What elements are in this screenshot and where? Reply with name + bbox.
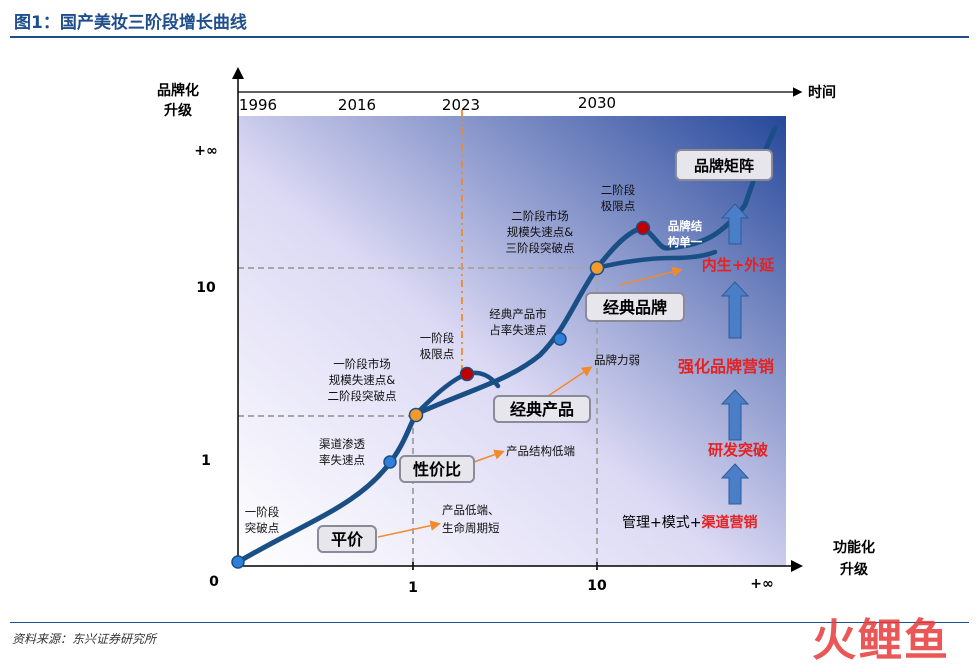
box-pinpai-juzhen-frame xyxy=(675,149,773,181)
point-stage1-scale xyxy=(408,407,424,423)
ann-stage2-scale-1: 二阶段市场 xyxy=(511,209,569,223)
pointer-structure-low xyxy=(473,449,505,463)
point-stage2-scale xyxy=(589,260,605,276)
y-title-line2: 升级 xyxy=(164,102,193,119)
stage2-branch xyxy=(594,249,718,271)
year-1996: 1996 xyxy=(239,96,277,114)
point-classic-share xyxy=(553,332,567,346)
x-title-line2: 升级 xyxy=(840,561,869,578)
ann-low-end-1: 产品低端、 xyxy=(442,503,500,517)
box-xingjiabi-frame xyxy=(399,455,475,483)
ann-stage1-limit-1: 一阶段 xyxy=(420,331,455,345)
box-xingjiabi: 性价比 xyxy=(413,460,461,479)
driver-2: 研发突破 xyxy=(708,441,768,459)
driver-1-prefix: 管理+模式+渠道营销 xyxy=(622,514,757,531)
source-note: 资料来源：东兴证券研究所 xyxy=(12,632,157,646)
box-jingdian-pinpai: 经典品牌 xyxy=(603,298,667,317)
ann-classic-share-2: 占率失速点 xyxy=(489,323,547,337)
box-jingdian-chanpin: 经典产品 xyxy=(510,400,574,419)
x-title-line1: 功能化 xyxy=(833,539,875,556)
ann-channel-2: 率失速点 xyxy=(319,453,365,467)
footer-rule xyxy=(10,622,969,623)
ann-stage1-scale-3: 二阶段突破点 xyxy=(328,389,397,403)
origin-label: 0 xyxy=(209,574,219,590)
arrow-up-2 xyxy=(720,389,750,441)
ann-stage1-break-2: 突破点 xyxy=(245,521,280,535)
ann-brand-structure-2: 构单一 xyxy=(668,235,703,249)
ann-stage2-limit-1: 二阶段 xyxy=(601,183,636,197)
year-2016: 2016 xyxy=(338,96,376,114)
plot-background xyxy=(238,116,786,566)
box-jingdian-pinpai-frame xyxy=(585,292,685,322)
pointer-brand-structure xyxy=(619,266,683,286)
box-pinpai-juzhen: 品牌矩阵 xyxy=(694,157,754,175)
pointer-brand-weak xyxy=(544,366,593,399)
ann-classic-share-1: 经典产品市 xyxy=(489,307,547,321)
y-tick-label-inf: +∞ xyxy=(194,143,217,159)
box-pingjia: 平价 xyxy=(331,530,364,549)
ann-stage1-scale-1: 一阶段市场 xyxy=(333,357,391,371)
box-pingjia-frame xyxy=(317,525,377,553)
x-tick-label-1: 1 xyxy=(408,580,418,596)
year-2023: 2023 xyxy=(442,96,480,114)
figure-title: 图1：国产美妆三阶段增长曲线 xyxy=(14,13,247,33)
arrow-up-3 xyxy=(720,281,750,339)
ann-channel-1: 渠道渗透 xyxy=(319,437,365,451)
watermark-logo: 火鲤鱼 xyxy=(812,615,950,666)
ann-structure-low: 产品结构低端 xyxy=(506,444,575,458)
year-2030: 2030 xyxy=(578,94,616,112)
ann-stage2-scale-3: 三阶段突破点 xyxy=(506,241,575,255)
x-tick-label-inf: +∞ xyxy=(750,576,773,592)
ann-stage2-limit-2: 极限点 xyxy=(601,199,636,213)
point-origin xyxy=(231,555,245,569)
time-title: 时间 xyxy=(808,84,836,101)
driver-3: 强化品牌营销 xyxy=(678,357,774,376)
arrow-up-4 xyxy=(720,203,750,245)
point-stage2-limit xyxy=(635,220,651,236)
y-tick-label-10: 10 xyxy=(196,280,216,296)
ann-stage2-scale-2: 规模失速点& xyxy=(507,225,573,239)
box-jingdian-chanpin-frame xyxy=(493,395,591,423)
arrow-up-1 xyxy=(720,463,750,505)
y-tick-label-1: 1 xyxy=(201,453,211,469)
ann-stage1-scale-2: 规模失速点& xyxy=(329,373,395,387)
x-tick-label-10: 10 xyxy=(587,578,607,594)
ann-stage1-limit-2: 极限点 xyxy=(420,347,455,361)
ann-low-end-2: 生命周期短 xyxy=(442,521,500,535)
ann-brand-structure-1: 品牌结 xyxy=(668,219,703,233)
title-rule xyxy=(10,36,969,38)
point-stage1-limit xyxy=(459,366,475,382)
ann-brand-weak: 品牌力弱 xyxy=(594,353,640,367)
point-channel xyxy=(383,455,397,469)
y-title-line1: 品牌化 xyxy=(157,82,199,99)
pointer-low-end xyxy=(377,520,441,538)
ann-stage1-break-1: 一阶段 xyxy=(245,505,280,519)
driver-4: 内生+外延 xyxy=(702,256,776,274)
